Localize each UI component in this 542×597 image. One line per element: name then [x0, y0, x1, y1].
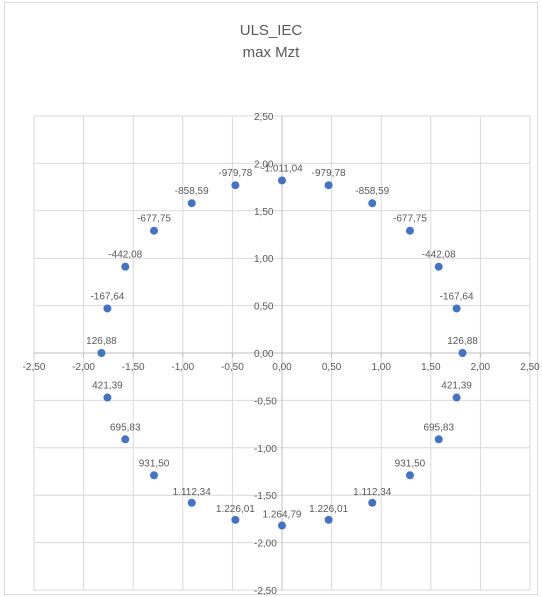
- data-point: [231, 515, 240, 524]
- data-label: 421,39: [441, 381, 472, 392]
- y-tick-label: -1,00: [254, 444, 277, 455]
- data-point: [405, 471, 414, 480]
- chart-frame: [4, 2, 538, 595]
- data-point: [405, 226, 414, 235]
- data-label: -167,64: [90, 291, 124, 302]
- data-point: [368, 498, 377, 507]
- data-point: [452, 393, 461, 402]
- data-label: 421,39: [92, 381, 123, 392]
- y-tick-label: -1,50: [254, 491, 277, 502]
- y-tick-label: 0,00: [254, 349, 274, 360]
- y-tick-label: 2,00: [254, 159, 274, 170]
- x-tick-label: 1,50: [421, 362, 441, 373]
- data-point: [103, 393, 112, 402]
- x-tick-label: -2,50: [23, 362, 46, 373]
- data-label: 695,83: [110, 422, 141, 433]
- data-point: [231, 181, 240, 190]
- data-point: [121, 262, 130, 271]
- data-point: [103, 304, 112, 313]
- x-tick-label: 0,00: [272, 362, 292, 373]
- data-point: [150, 471, 159, 480]
- chart-title: ULS_IEC: [239, 22, 303, 39]
- data-point: [452, 304, 461, 313]
- x-tick-label: -0,50: [221, 362, 244, 373]
- data-point: [278, 176, 286, 185]
- data-label: 1.112,34: [353, 487, 392, 498]
- data-label: 931,50: [139, 458, 170, 469]
- x-tick-label: 2,50: [520, 362, 540, 373]
- y-tick-label: -2,50: [254, 586, 277, 597]
- data-point: [187, 498, 196, 507]
- y-tick-label: -0,50: [254, 396, 277, 407]
- data-point: [434, 262, 443, 271]
- data-label: -442,08: [108, 250, 142, 261]
- data-label: -858,59: [355, 186, 389, 197]
- data-point: [324, 181, 333, 190]
- chart-subtitle: max Mzt: [242, 44, 300, 61]
- data-label: 1.226,01: [309, 504, 348, 515]
- data-label: 1.264,79: [263, 510, 302, 521]
- y-tick-label: 1,50: [254, 207, 274, 218]
- data-label: 126,88: [86, 336, 117, 347]
- data-label: 695,83: [423, 422, 454, 433]
- data-point: [434, 435, 443, 444]
- x-tick-label: -1,50: [122, 362, 145, 373]
- data-point: [368, 199, 377, 208]
- y-tick-label: 0,50: [254, 302, 274, 313]
- data-label: 1.112,34: [173, 487, 212, 498]
- data-label: 931,50: [395, 458, 426, 469]
- y-tick-label: -2,00: [254, 539, 277, 550]
- data-label: -167,64: [440, 291, 474, 302]
- data-label: 126,88: [447, 336, 478, 347]
- data-point: [324, 515, 333, 524]
- data-label: -677,75: [137, 214, 171, 225]
- data-label: -858,59: [175, 186, 209, 197]
- data-point: [458, 349, 467, 357]
- x-tick-label: -2,00: [72, 362, 95, 373]
- data-label: -677,75: [393, 214, 427, 225]
- data-point: [278, 521, 286, 530]
- data-label: -979,78: [218, 168, 252, 179]
- data-point: [150, 226, 159, 235]
- y-tick-label: 1,00: [254, 254, 274, 265]
- x-tick-label: 1,00: [371, 362, 391, 373]
- x-tick-label: -1,00: [171, 362, 194, 373]
- y-tick-label: 2,50: [254, 112, 274, 123]
- data-label: 1.226,01: [216, 504, 255, 515]
- data-point: [97, 349, 106, 357]
- data-point: [187, 199, 196, 208]
- data-label: -442,08: [422, 250, 456, 261]
- data-label: -1.011,04: [261, 163, 303, 174]
- x-tick-label: 0,50: [322, 362, 342, 373]
- data-label: -979,78: [312, 168, 346, 179]
- data-point: [121, 435, 130, 444]
- x-tick-label: 2,00: [471, 362, 491, 373]
